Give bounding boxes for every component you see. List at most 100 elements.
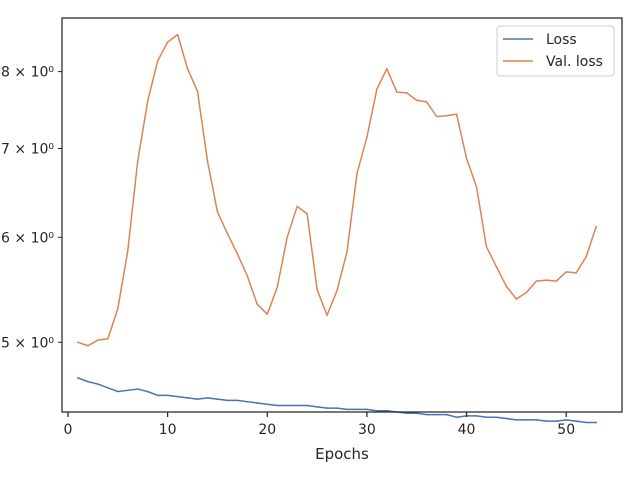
data-point-loss xyxy=(386,409,388,412)
data-point-val-loss xyxy=(346,251,348,253)
data-point-val-loss xyxy=(107,338,109,340)
data-point-loss xyxy=(156,394,159,397)
data-point-loss xyxy=(146,390,149,393)
data-point-loss xyxy=(585,421,587,424)
data-point-loss xyxy=(216,398,219,400)
data-point-val-loss xyxy=(356,172,358,175)
data-point-val-loss xyxy=(296,205,298,208)
series-points-loss xyxy=(77,377,597,424)
data-point-loss xyxy=(366,408,368,411)
data-point-loss xyxy=(525,419,528,421)
data-point-val-loss xyxy=(376,88,378,90)
data-point-loss xyxy=(166,394,169,397)
data-point-loss xyxy=(455,416,458,419)
data-point-val-loss xyxy=(336,289,338,292)
data-point-loss xyxy=(326,407,328,409)
data-point-loss xyxy=(97,383,99,385)
data-point-val-loss xyxy=(366,136,368,138)
data-point-loss xyxy=(336,407,338,409)
data-point-val-loss xyxy=(136,160,139,162)
data-point-loss xyxy=(136,388,139,390)
data-point-val-loss xyxy=(425,101,428,103)
x-tick-label: 50 xyxy=(557,422,575,438)
data-point-val-loss xyxy=(595,226,597,228)
data-point-val-loss xyxy=(585,255,587,258)
data-point-val-loss xyxy=(117,307,119,310)
data-point-val-loss xyxy=(77,341,79,344)
data-point-val-loss xyxy=(176,33,179,36)
data-point-loss xyxy=(515,419,518,421)
data-point-loss xyxy=(545,420,548,422)
data-point-loss xyxy=(555,420,558,422)
legend: Loss Val. loss xyxy=(496,25,615,77)
data-point-loss xyxy=(226,399,229,402)
plot-frame xyxy=(61,17,623,413)
data-point-val-loss xyxy=(156,60,159,62)
data-point-val-loss xyxy=(306,212,308,215)
data-point-loss xyxy=(475,415,478,417)
data-point-val-loss xyxy=(386,67,388,70)
data-point-val-loss xyxy=(146,100,149,102)
data-point-loss xyxy=(126,389,129,392)
data-point-val-loss xyxy=(186,67,189,70)
data-point-val-loss xyxy=(266,313,269,315)
data-point-loss xyxy=(306,404,308,407)
data-point-loss xyxy=(565,419,567,421)
data-point-loss xyxy=(186,397,189,399)
data-point-loss xyxy=(415,412,418,415)
y-tick-label: 8 × 10⁰ xyxy=(1,65,54,81)
data-point-val-loss xyxy=(126,250,129,252)
data-point-val-loss xyxy=(565,271,567,273)
x-tick-label: 20 xyxy=(258,422,276,438)
legend-label-loss: Loss xyxy=(546,32,577,48)
x-tick-label: 0 xyxy=(64,422,73,438)
x-tick-label: 30 xyxy=(358,422,376,438)
data-point-val-loss xyxy=(87,344,89,347)
data-point-loss xyxy=(256,402,259,404)
data-point-val-loss xyxy=(276,286,279,289)
data-point-loss xyxy=(286,404,289,407)
data-point-val-loss xyxy=(196,90,199,93)
data-point-loss xyxy=(435,413,438,416)
data-point-val-loss xyxy=(485,246,488,248)
x-axis: 0 10 20 30 40 50 xyxy=(64,412,575,438)
data-point-loss xyxy=(296,404,298,407)
data-point-val-loss xyxy=(455,113,458,115)
data-point-val-loss xyxy=(505,285,508,288)
data-point-val-loss xyxy=(326,314,328,317)
data-point-loss xyxy=(376,409,378,412)
data-point-loss xyxy=(246,400,249,403)
data-point-loss xyxy=(107,387,109,389)
data-point-loss xyxy=(117,390,119,393)
data-point-val-loss xyxy=(206,160,209,162)
data-point-val-loss xyxy=(396,91,398,93)
data-point-val-loss xyxy=(316,288,318,291)
data-point-val-loss xyxy=(216,211,219,213)
data-point-val-loss xyxy=(555,280,558,282)
legend-label-val-loss: Val. loss xyxy=(546,54,603,70)
data-point-val-loss xyxy=(575,272,577,274)
data-point-loss xyxy=(495,416,498,419)
data-point-val-loss xyxy=(256,303,259,306)
data-point-val-loss xyxy=(525,291,528,294)
data-point-loss xyxy=(196,398,199,400)
data-point-loss xyxy=(505,417,508,420)
data-point-val-loss xyxy=(495,266,498,268)
data-point-val-loss xyxy=(236,253,239,255)
x-axis-label: Epochs xyxy=(315,445,369,463)
data-point-val-loss xyxy=(515,298,518,300)
series-points-val-loss xyxy=(77,33,597,347)
data-point-loss xyxy=(346,408,348,411)
data-point-val-loss xyxy=(97,339,99,341)
data-point-loss xyxy=(206,397,209,399)
data-point-val-loss xyxy=(246,275,249,277)
data-point-val-loss xyxy=(415,99,418,102)
data-point-val-loss xyxy=(465,157,468,160)
y-tick-label: 7 × 10⁰ xyxy=(1,141,54,157)
data-point-val-loss xyxy=(435,115,438,118)
y-tick-label: 5 × 10⁰ xyxy=(1,335,54,351)
data-point-loss xyxy=(485,416,488,419)
data-point-val-loss xyxy=(166,41,169,43)
